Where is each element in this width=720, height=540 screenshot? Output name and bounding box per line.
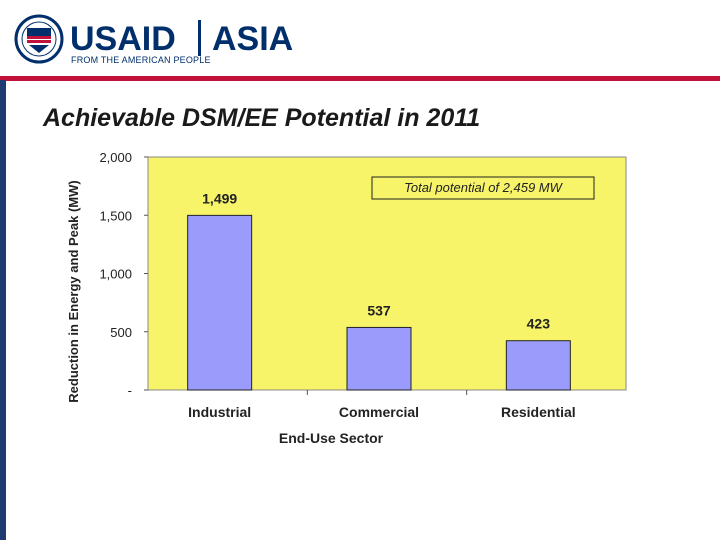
logo-region: ASIA bbox=[212, 20, 294, 58]
logo-tagline: FROM THE AMERICAN PEOPLE bbox=[71, 55, 211, 65]
y-tick-label: - bbox=[128, 383, 132, 398]
bar-residential bbox=[505, 340, 571, 391]
y-axis-label: Reduction in Energy and Peak (MW) bbox=[66, 180, 81, 402]
left-accent-bar bbox=[0, 80, 6, 540]
y-tick-label: 500 bbox=[110, 325, 132, 340]
x-axis-label: End-Use Sector bbox=[279, 430, 384, 446]
usaid-seal-icon bbox=[14, 14, 64, 69]
x-tick-label: Commercial bbox=[339, 404, 419, 420]
y-tick-label: 1,500 bbox=[99, 208, 132, 223]
data-label: 1,499 bbox=[202, 190, 237, 206]
x-tick-label: Industrial bbox=[188, 404, 251, 420]
header-rule bbox=[0, 76, 720, 81]
logo-name: USAID bbox=[70, 20, 176, 58]
bar-commercial bbox=[346, 326, 412, 391]
logo-separator bbox=[198, 20, 201, 56]
data-label: 537 bbox=[367, 302, 391, 318]
annotation-text: Total potential of 2,459 MW bbox=[404, 180, 564, 195]
bar-industrial bbox=[187, 214, 253, 391]
x-tick-label: Residential bbox=[501, 404, 576, 420]
y-tick-label: 2,000 bbox=[99, 150, 132, 165]
slide-title: Achievable DSM/EE Potential in 2011 bbox=[43, 104, 481, 132]
y-tick-label: 1,000 bbox=[99, 267, 132, 282]
annotation-box bbox=[371, 176, 595, 200]
data-label: 423 bbox=[527, 316, 551, 332]
